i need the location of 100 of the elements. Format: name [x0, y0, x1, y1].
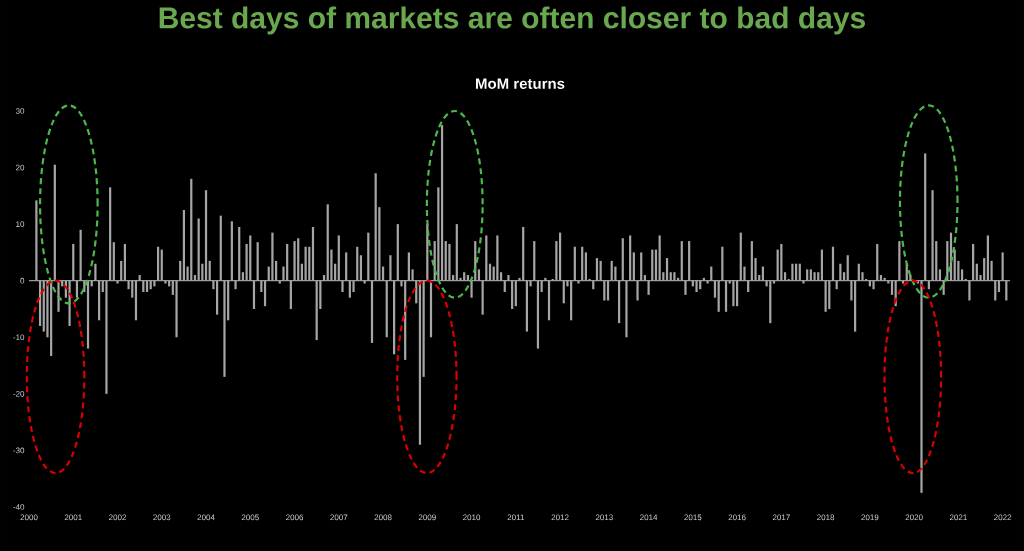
bar — [485, 235, 488, 281]
bar — [710, 266, 713, 281]
bar — [496, 235, 499, 281]
bar — [643, 275, 647, 281]
bar — [684, 280, 687, 295]
x-tick-label: 2022 — [994, 514, 1012, 521]
bar — [688, 241, 691, 281]
bar — [345, 252, 348, 281]
bar — [640, 252, 643, 281]
bar — [422, 280, 425, 377]
x-tick-label: 2007 — [330, 514, 348, 521]
bar — [153, 280, 156, 287]
bar — [94, 263, 97, 281]
bar — [651, 249, 654, 281]
y-tick-label: -40 — [13, 504, 25, 510]
bar — [374, 173, 377, 281]
bar — [876, 243, 879, 281]
bar — [780, 243, 783, 281]
bar — [806, 269, 809, 281]
x-tick-label: 2014 — [640, 514, 658, 521]
bar — [356, 246, 359, 281]
bar — [924, 153, 927, 281]
bar — [872, 280, 875, 290]
y-tick-label: 30 — [15, 108, 25, 114]
bar — [72, 243, 75, 281]
bar — [179, 260, 182, 281]
bar — [444, 241, 447, 281]
bar — [584, 252, 587, 281]
y-tick-label: 0 — [20, 277, 25, 284]
bar — [636, 280, 639, 301]
bar — [525, 280, 528, 332]
bar — [680, 241, 683, 281]
bar — [831, 246, 835, 281]
bar — [466, 275, 469, 281]
bar — [215, 280, 219, 315]
bar — [533, 241, 536, 281]
bar — [994, 280, 997, 301]
x-tick-label: 2012 — [551, 514, 569, 521]
bar — [901, 280, 905, 284]
bar — [625, 280, 628, 338]
chart-subtitle: MoM returns — [476, 78, 565, 89]
bar — [577, 280, 580, 284]
bar — [772, 280, 776, 284]
x-tick-label: 2015 — [684, 514, 702, 521]
bar — [359, 255, 363, 281]
bar — [887, 280, 890, 284]
bar — [761, 266, 765, 281]
bar — [116, 280, 119, 284]
bar — [750, 241, 753, 281]
bar — [931, 190, 934, 281]
bar — [175, 280, 178, 338]
bar — [286, 243, 289, 281]
bar — [197, 218, 200, 281]
bar — [555, 241, 558, 281]
bar — [297, 238, 300, 281]
x-tick-label: 2009 — [418, 514, 436, 521]
bar — [883, 277, 886, 281]
bar — [809, 269, 812, 281]
bar — [920, 280, 923, 493]
bar — [658, 235, 661, 281]
bar — [448, 243, 451, 281]
bar — [315, 280, 318, 341]
bar — [393, 280, 396, 355]
bar — [190, 178, 193, 281]
bar — [79, 229, 82, 281]
bar — [481, 280, 484, 315]
bar — [256, 242, 259, 281]
bar — [308, 246, 311, 281]
bar — [595, 258, 599, 281]
bar — [783, 272, 787, 281]
bar — [160, 249, 163, 281]
bar — [105, 280, 108, 394]
bar — [477, 269, 481, 281]
bar — [326, 204, 329, 281]
bar — [381, 266, 385, 281]
x-tick-label: 2020 — [905, 514, 923, 521]
bar — [986, 235, 989, 281]
bar — [647, 280, 650, 295]
x-tick-label: 2016 — [728, 514, 746, 521]
y-tick-label: -30 — [13, 447, 25, 454]
bar — [138, 275, 141, 281]
bar — [606, 280, 610, 301]
x-tick-label: 2005 — [241, 514, 259, 521]
bar — [817, 272, 820, 281]
bar — [120, 260, 123, 281]
bar — [385, 280, 388, 338]
bar — [407, 252, 410, 281]
bar — [706, 280, 709, 284]
x-tick-label: 2019 — [861, 514, 879, 521]
bar — [717, 280, 720, 312]
bar — [813, 272, 816, 281]
bar — [463, 272, 466, 281]
bar — [35, 200, 38, 281]
bar — [123, 243, 127, 281]
bar — [629, 235, 632, 281]
bar — [396, 224, 399, 281]
bar — [455, 224, 458, 281]
bar — [972, 243, 975, 281]
bar — [724, 280, 728, 312]
bar — [599, 260, 602, 281]
